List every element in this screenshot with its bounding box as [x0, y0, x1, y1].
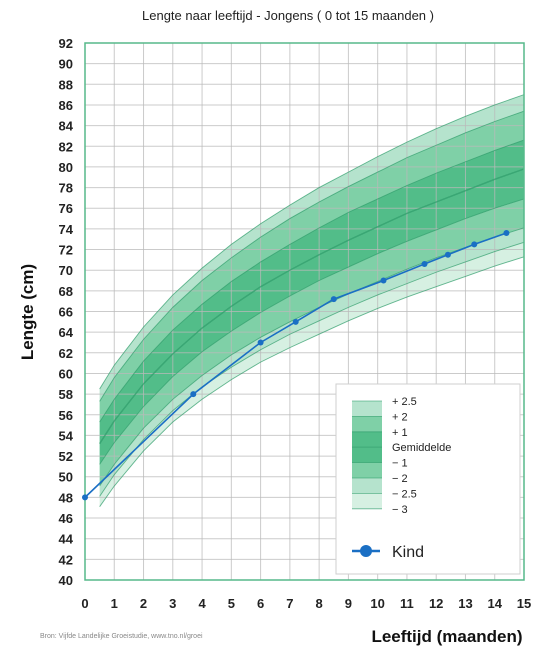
- curve-3: [99, 168, 525, 445]
- x-tick-12: 12: [429, 596, 443, 611]
- y-tick-42: 42: [59, 552, 73, 567]
- y-tick-62: 62: [59, 346, 73, 361]
- plot-frame: [84, 42, 525, 581]
- chart-title: Lengte naar leeftijd - Jongens ( 0 tot 1…: [142, 8, 434, 23]
- reference-curves: [99, 94, 525, 507]
- legend-swatch-0: [352, 401, 382, 417]
- kind-point-2: [257, 339, 264, 346]
- legend-swatch-6: [352, 493, 382, 509]
- y-tick-46: 46: [59, 511, 73, 526]
- y-tick-66: 66: [59, 305, 73, 320]
- kind-point-4: [330, 296, 337, 303]
- y-tick-40: 40: [59, 573, 73, 588]
- legend-item-5: − 2: [392, 473, 408, 485]
- legend-kind-marker: [360, 545, 372, 557]
- kind-line: [84, 232, 507, 498]
- curve-2: [99, 139, 525, 423]
- kind-point-9: [503, 230, 510, 237]
- y-tick-76: 76: [59, 201, 73, 216]
- x-tick-14: 14: [487, 596, 502, 611]
- legend-swatch-4: [352, 462, 382, 478]
- legend-kind-label: Kind: [392, 544, 424, 561]
- legend-swatch-3: [352, 447, 382, 463]
- curve-1: [99, 110, 525, 402]
- y-tick-74: 74: [59, 222, 74, 237]
- kind-series: [82, 230, 510, 501]
- y-tick-82: 82: [59, 139, 73, 154]
- curve-6: [99, 241, 525, 497]
- legend-item-0: + 2.5: [392, 396, 417, 408]
- y-axis-label: Lengte (cm): [18, 264, 37, 360]
- y-tick-64: 64: [59, 325, 74, 340]
- x-tick-0: 0: [81, 596, 88, 611]
- y-tick-60: 60: [59, 366, 73, 381]
- x-tick-labels: 0 1 2 3 4 5 6 7 8 9 10 11 12 13 14 15: [81, 596, 531, 611]
- band-3: [99, 168, 524, 465]
- y-tick-86: 86: [59, 98, 73, 113]
- y-tick-48: 48: [59, 490, 73, 505]
- curve-4: [99, 198, 525, 465]
- x-tick-2: 2: [140, 596, 147, 611]
- y-tick-68: 68: [59, 284, 73, 299]
- y-tick-52: 52: [59, 449, 73, 464]
- x-tick-15: 15: [517, 596, 531, 611]
- grid-lines: [84, 42, 525, 581]
- legend-item-7: − 3: [392, 504, 408, 516]
- y-tick-54: 54: [59, 428, 74, 443]
- band-5: [99, 227, 524, 497]
- legend-swatch-1: [352, 416, 382, 432]
- legend-swatch-2: [352, 431, 382, 448]
- band-1: [99, 111, 524, 422]
- x-axis-label: Leeftijd (maanden): [371, 627, 522, 646]
- legend-swatch-5: [352, 478, 382, 494]
- band-6: [99, 242, 524, 507]
- legend-item-4: − 1: [392, 458, 408, 470]
- y-tick-90: 90: [59, 57, 73, 72]
- x-tick-9: 9: [345, 596, 352, 611]
- kind-point-6: [421, 260, 428, 267]
- y-tick-80: 80: [59, 160, 73, 175]
- x-tick-6: 6: [257, 596, 264, 611]
- y-tick-56: 56: [59, 408, 73, 423]
- y-tick-labels: 40 42 44 46 48 50 52 54 56 58 60 62 64 66 68 70 72 74 76 78…: [59, 36, 74, 588]
- kind-point-1: [190, 391, 197, 398]
- y-tick-44: 44: [59, 532, 74, 547]
- kind-point-0: [82, 494, 88, 501]
- x-tick-8: 8: [316, 596, 323, 611]
- x-tick-11: 11: [400, 596, 414, 611]
- kind-point-7: [444, 251, 451, 258]
- curve-5: [99, 227, 525, 487]
- x-tick-1: 1: [111, 596, 118, 611]
- band-2: [99, 140, 524, 444]
- legend-item-2: + 1: [392, 427, 408, 439]
- y-tick-58: 58: [59, 387, 73, 402]
- curve-7: [99, 256, 525, 507]
- x-tick-5: 5: [228, 596, 235, 611]
- legend: + 2.5 + 2 + 1 Gemiddelde − 1 − 2 − 2.5 − 3 Kind: [335, 383, 521, 575]
- kind-point-5: [380, 277, 387, 284]
- x-tick-4: 4: [198, 596, 206, 611]
- y-tick-50: 50: [59, 470, 73, 485]
- y-tick-92: 92: [59, 36, 73, 51]
- x-tick-13: 13: [458, 596, 472, 611]
- y-tick-88: 88: [59, 77, 73, 92]
- y-tick-72: 72: [59, 243, 73, 258]
- legend-item-1: + 2: [392, 411, 408, 423]
- kind-point-8: [471, 241, 478, 248]
- x-tick-3: 3: [169, 596, 176, 611]
- x-tick-10: 10: [370, 596, 384, 611]
- curve-0: [99, 94, 525, 390]
- x-tick-7: 7: [286, 596, 293, 611]
- kind-point-3: [292, 318, 299, 325]
- source-note: Bron: Vijfde Landelijke Groeistudie, www…: [40, 633, 203, 640]
- y-tick-78: 78: [59, 181, 73, 196]
- y-tick-70: 70: [59, 263, 73, 278]
- legend-item-6: − 2.5: [392, 488, 417, 500]
- y-tick-84: 84: [59, 119, 74, 134]
- legend-item-3: Gemiddelde: [392, 442, 451, 454]
- band-4: [99, 198, 524, 487]
